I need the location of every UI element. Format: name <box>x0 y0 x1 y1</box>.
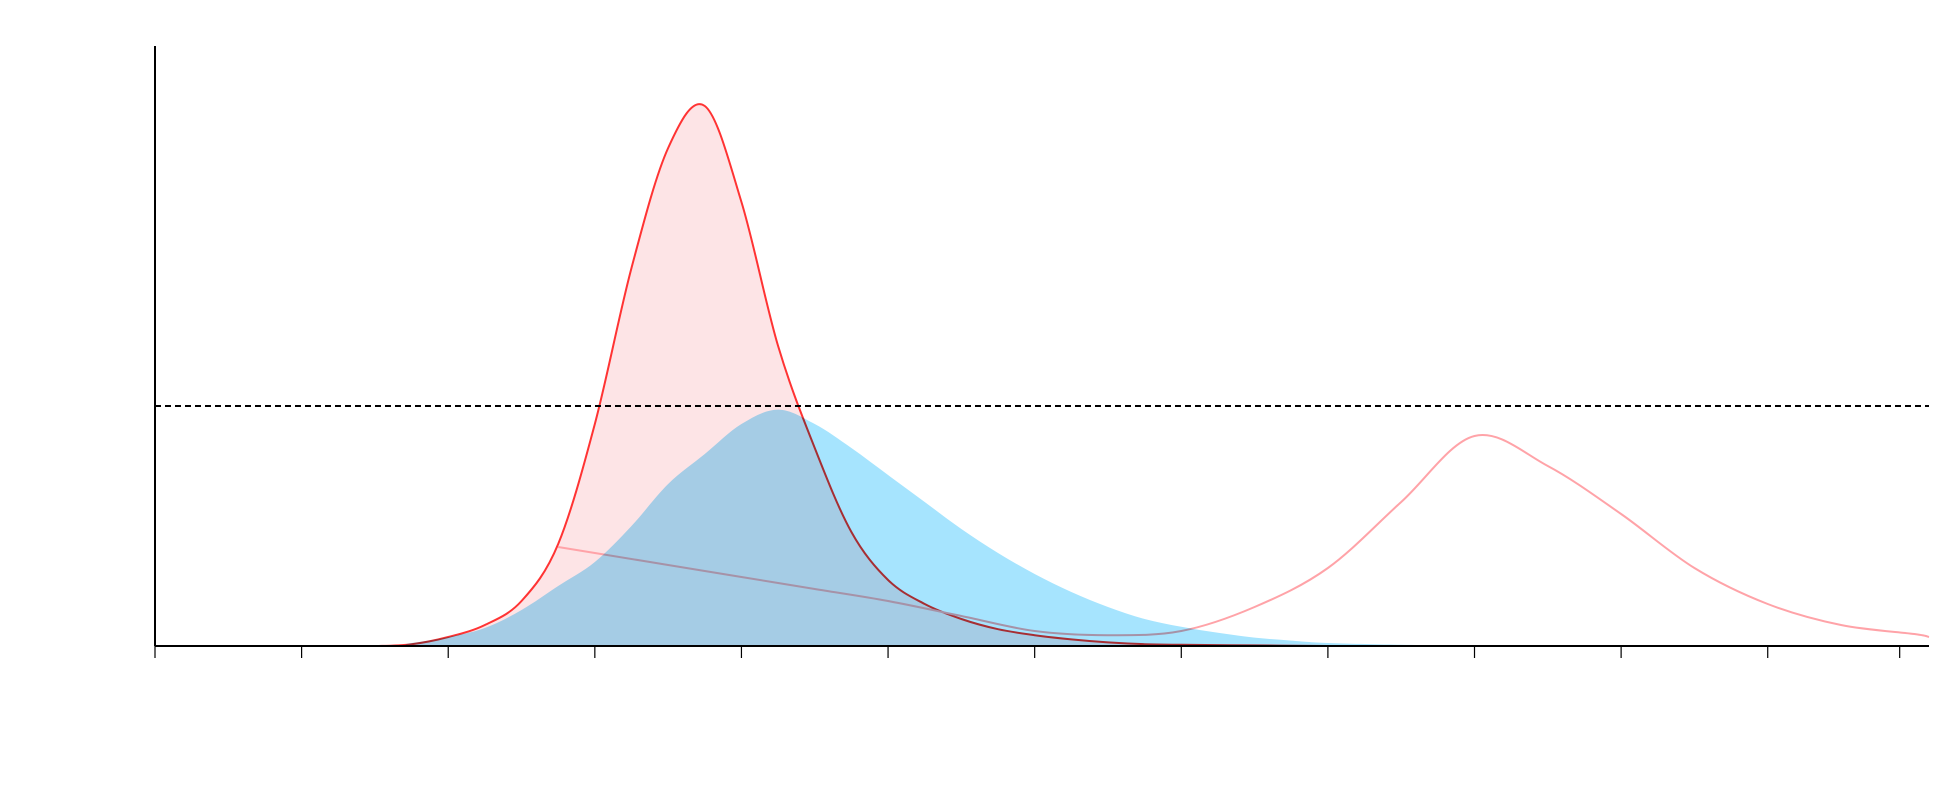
area <box>155 409 1475 646</box>
plot-area <box>155 103 1930 648</box>
area <box>155 104 1394 646</box>
